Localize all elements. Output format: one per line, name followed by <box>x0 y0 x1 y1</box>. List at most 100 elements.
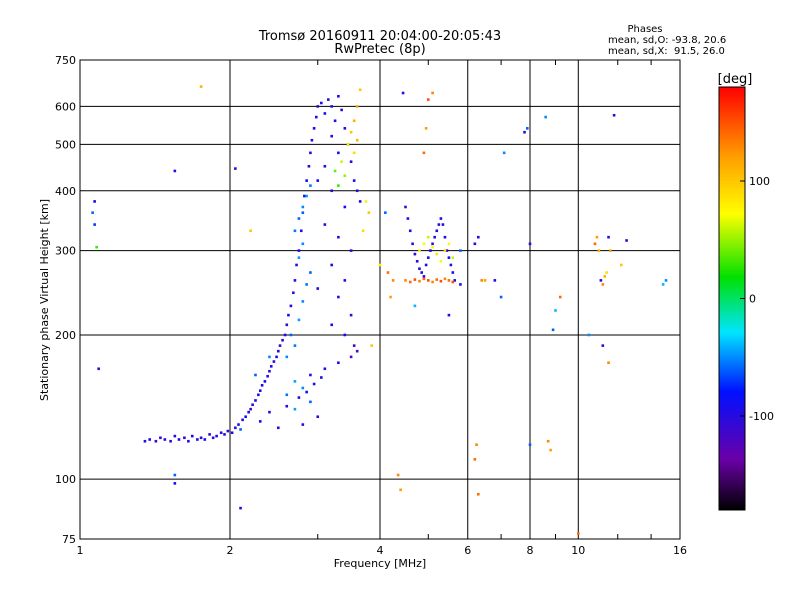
x-tick-label: 1 <box>77 544 84 557</box>
data-point <box>576 532 580 535</box>
data-point <box>173 169 177 173</box>
data-point <box>330 134 334 138</box>
data-point <box>435 229 439 233</box>
data-point <box>275 355 278 359</box>
data-point <box>544 115 547 119</box>
data-point <box>258 389 262 392</box>
data-point <box>343 333 347 337</box>
data-point <box>343 127 347 130</box>
y-tick-label: 750 <box>55 54 76 67</box>
data-point <box>443 249 447 252</box>
data-point <box>528 443 532 447</box>
y-tick-label: 500 <box>55 138 76 151</box>
data-point <box>370 344 374 347</box>
data-point <box>307 164 311 168</box>
data-point <box>163 438 167 441</box>
data-point <box>258 420 262 423</box>
data-point <box>418 267 421 271</box>
data-point <box>408 280 412 284</box>
x-tick-label: 6 <box>464 544 471 557</box>
data-point <box>447 242 451 246</box>
data-point <box>437 223 441 226</box>
data-point <box>355 189 359 193</box>
data-point <box>607 235 610 239</box>
data-point <box>399 488 402 492</box>
data-point <box>244 415 247 419</box>
data-point <box>601 283 605 286</box>
data-point <box>97 367 100 371</box>
data-point <box>309 184 312 187</box>
data-point <box>459 249 462 252</box>
data-point <box>287 313 290 317</box>
data-point <box>493 279 497 282</box>
data-point <box>451 280 455 284</box>
data-point <box>612 113 616 117</box>
x-axis-label: Frequency [MHz] <box>334 557 426 570</box>
data-point <box>254 399 257 402</box>
data-point <box>215 434 218 438</box>
data-point <box>333 169 337 173</box>
data-point <box>148 438 152 441</box>
data-point <box>309 151 312 155</box>
data-point <box>316 415 320 419</box>
data-point <box>593 242 597 246</box>
data-point <box>343 174 347 178</box>
data-point <box>661 283 665 286</box>
data-point <box>301 300 305 303</box>
data-point <box>449 263 453 267</box>
data-point <box>266 374 269 378</box>
data-point <box>349 355 353 359</box>
data-point <box>293 380 297 383</box>
data-point <box>337 295 340 299</box>
data-point <box>609 249 612 252</box>
data-point <box>295 263 298 267</box>
data-point <box>327 98 330 101</box>
y-tick-label: 100 <box>55 473 76 486</box>
data-point <box>299 229 303 233</box>
data-point <box>422 242 426 246</box>
data-point <box>445 249 449 252</box>
data-point <box>364 200 368 203</box>
y-tick-label: 200 <box>55 329 76 342</box>
data-point <box>199 85 203 88</box>
data-point <box>595 235 599 239</box>
data-point <box>268 410 271 414</box>
data-point <box>406 217 410 220</box>
data-point <box>234 167 237 170</box>
data-point <box>301 211 305 214</box>
chart-subtitle: RwPretec (8p) <box>334 42 425 57</box>
data-point <box>159 436 162 440</box>
data-point <box>309 271 312 274</box>
stats-line-o: mean, sd,O: -93.8, 20.6 <box>608 35 726 46</box>
data-point <box>413 278 417 281</box>
data-point <box>422 277 426 281</box>
data-point <box>420 271 423 274</box>
data-point <box>426 279 430 282</box>
data-point <box>177 438 181 441</box>
data-point <box>337 361 340 365</box>
data-point <box>447 279 451 282</box>
data-point <box>352 119 356 123</box>
data-point <box>312 382 316 386</box>
data-point <box>391 279 395 282</box>
data-point <box>316 287 320 290</box>
data-point <box>305 179 308 182</box>
data-point <box>426 235 430 239</box>
data-point <box>203 438 207 441</box>
axis-ticks: 75 100 200 300 400 500 600 750 1 2 4 6 8 10 16 <box>55 54 687 557</box>
data-point <box>439 217 443 220</box>
data-point <box>431 91 434 95</box>
data-point <box>305 283 308 286</box>
data-point <box>293 344 297 347</box>
data-point <box>346 143 350 146</box>
data-point <box>289 333 293 337</box>
data-point <box>234 426 237 430</box>
data-point <box>587 333 591 337</box>
data-point <box>433 235 436 239</box>
data-point <box>431 242 434 246</box>
data-point <box>211 436 215 440</box>
data-point <box>249 229 252 233</box>
data-point <box>281 338 284 342</box>
data-point <box>352 344 356 347</box>
data-point <box>251 403 254 407</box>
